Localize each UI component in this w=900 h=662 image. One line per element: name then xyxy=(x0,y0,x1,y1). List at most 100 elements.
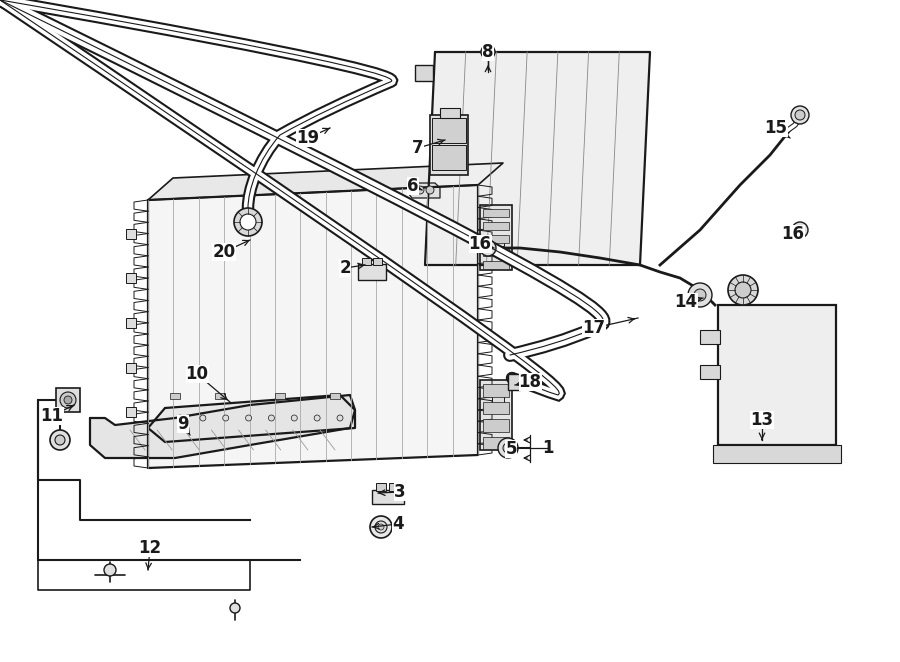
Bar xyxy=(483,419,509,432)
Text: 1: 1 xyxy=(542,439,554,457)
Bar xyxy=(373,258,382,265)
Bar xyxy=(330,393,340,399)
Bar xyxy=(483,222,509,230)
Circle shape xyxy=(55,435,65,445)
Bar xyxy=(126,407,136,417)
Text: 2: 2 xyxy=(339,259,351,277)
Text: 15: 15 xyxy=(764,119,788,137)
Bar xyxy=(170,393,180,399)
Circle shape xyxy=(104,564,116,576)
Circle shape xyxy=(480,240,496,256)
Text: 13: 13 xyxy=(751,411,774,429)
Text: 11: 11 xyxy=(40,407,64,425)
Circle shape xyxy=(795,110,805,120)
Circle shape xyxy=(234,208,262,236)
Bar xyxy=(389,483,399,491)
Circle shape xyxy=(735,282,751,298)
Bar xyxy=(415,65,433,81)
Bar xyxy=(126,318,136,328)
Bar xyxy=(700,365,720,379)
Polygon shape xyxy=(425,52,650,265)
Text: 6: 6 xyxy=(408,177,418,195)
Bar xyxy=(483,248,509,256)
Circle shape xyxy=(50,430,70,450)
Circle shape xyxy=(416,186,424,194)
Circle shape xyxy=(498,438,518,458)
Bar xyxy=(432,118,466,143)
Circle shape xyxy=(268,415,274,421)
Circle shape xyxy=(246,415,252,421)
Circle shape xyxy=(375,521,387,533)
Text: 5: 5 xyxy=(505,440,517,458)
Text: 10: 10 xyxy=(185,365,209,383)
Bar xyxy=(480,380,512,450)
Bar xyxy=(376,483,386,491)
Circle shape xyxy=(314,415,320,421)
Circle shape xyxy=(792,222,808,238)
Polygon shape xyxy=(148,185,478,468)
Bar xyxy=(275,393,285,399)
Bar xyxy=(126,273,136,283)
Bar xyxy=(215,393,225,399)
Bar xyxy=(358,264,386,280)
Circle shape xyxy=(688,283,712,307)
Bar xyxy=(483,261,509,269)
Text: 3: 3 xyxy=(394,483,406,501)
Text: 9: 9 xyxy=(177,415,189,433)
Text: 14: 14 xyxy=(674,293,698,311)
Circle shape xyxy=(426,186,434,194)
Bar xyxy=(432,145,466,170)
Text: 20: 20 xyxy=(212,243,236,261)
Text: 8: 8 xyxy=(482,43,494,61)
Circle shape xyxy=(337,415,343,421)
Circle shape xyxy=(222,415,229,421)
Bar xyxy=(56,388,80,412)
Circle shape xyxy=(484,244,492,252)
Circle shape xyxy=(694,289,706,301)
Bar xyxy=(480,205,512,270)
Text: 7: 7 xyxy=(412,139,424,157)
Circle shape xyxy=(503,443,513,453)
Bar xyxy=(483,384,509,397)
Bar xyxy=(126,228,136,238)
Text: 17: 17 xyxy=(582,319,606,337)
Circle shape xyxy=(796,226,804,234)
Polygon shape xyxy=(90,395,355,458)
Text: 18: 18 xyxy=(518,373,542,391)
Bar xyxy=(483,209,509,217)
Circle shape xyxy=(292,415,297,421)
Circle shape xyxy=(791,106,809,124)
Circle shape xyxy=(177,415,183,421)
Circle shape xyxy=(481,45,495,59)
Text: 16: 16 xyxy=(469,235,491,253)
Bar xyxy=(372,490,404,504)
Circle shape xyxy=(60,392,76,408)
Bar xyxy=(362,258,371,265)
Bar xyxy=(700,330,720,344)
Bar xyxy=(508,374,520,390)
Circle shape xyxy=(485,49,491,55)
Polygon shape xyxy=(148,163,503,200)
Circle shape xyxy=(64,396,72,404)
Polygon shape xyxy=(408,183,440,198)
Circle shape xyxy=(728,275,758,305)
Text: 12: 12 xyxy=(139,539,162,557)
Circle shape xyxy=(370,516,392,538)
Bar xyxy=(440,108,460,118)
Bar xyxy=(492,236,504,246)
Circle shape xyxy=(200,415,206,421)
Bar xyxy=(483,235,509,243)
Text: 16: 16 xyxy=(781,225,805,243)
Circle shape xyxy=(240,214,256,230)
Text: 19: 19 xyxy=(296,129,320,147)
Bar xyxy=(483,401,509,414)
Circle shape xyxy=(378,524,384,530)
Bar xyxy=(492,394,504,404)
Bar xyxy=(718,305,836,445)
Bar xyxy=(430,115,468,175)
Polygon shape xyxy=(148,395,355,442)
Circle shape xyxy=(230,603,240,613)
Bar xyxy=(483,436,509,449)
Bar xyxy=(713,445,841,463)
Text: 4: 4 xyxy=(392,515,404,533)
